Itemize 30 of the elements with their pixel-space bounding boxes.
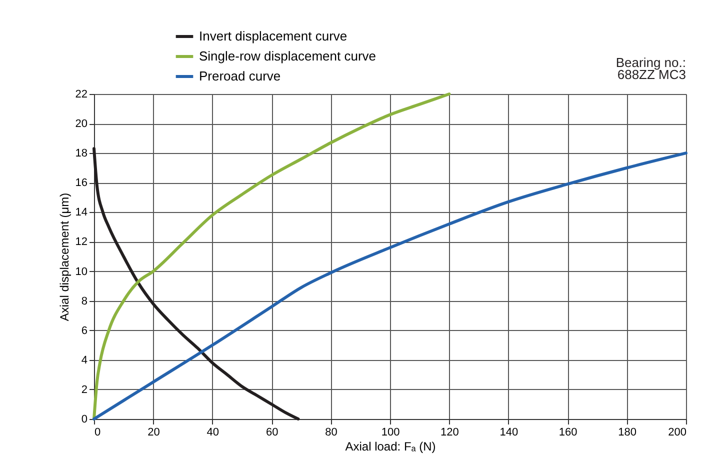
- y-tick-label: 4: [81, 354, 88, 366]
- x-tick-label: 0: [94, 426, 101, 438]
- x-tick-label: 40: [206, 426, 220, 438]
- x-tick-label: 200: [668, 426, 686, 438]
- x-tick-label: 20: [148, 426, 160, 438]
- line-series: [92, 147, 300, 420]
- y-tick-label: 14: [75, 206, 88, 219]
- y-tick-label: 12: [75, 236, 88, 248]
- x-tick-label: 80: [325, 426, 338, 438]
- text: Bearing no.:: [616, 55, 686, 70]
- legend-label: Preroad curve: [199, 68, 281, 84]
- y-tick-label: 6: [81, 324, 88, 337]
- y-tick-label: 18: [75, 148, 88, 160]
- x-tick-label: 160: [558, 426, 578, 438]
- y-tick-label: 16: [75, 177, 88, 190]
- y-axis-title: Axial displacement (μm): [57, 192, 72, 322]
- x-tick-label: 140: [500, 426, 518, 438]
- x-tick-label: 180: [618, 426, 636, 438]
- y-tick-label: 0: [81, 414, 88, 426]
- x-tick-label: 60: [266, 426, 278, 438]
- y-tick-label: 22: [75, 88, 88, 100]
- y-tick-label: 2: [81, 384, 88, 396]
- y-tick-label: 8: [81, 295, 88, 308]
- legend-label: Invert displacement curve: [199, 28, 348, 44]
- x-tick-label: 120: [440, 426, 459, 438]
- y-tick-label: 20: [75, 118, 88, 130]
- x-axis-title: Axial load: Fₐ (N): [345, 440, 436, 454]
- x-tick-label: 100: [381, 426, 400, 438]
- y-tick-label: 10: [75, 266, 88, 278]
- legend-label: Single-row displacement curve: [199, 48, 376, 64]
